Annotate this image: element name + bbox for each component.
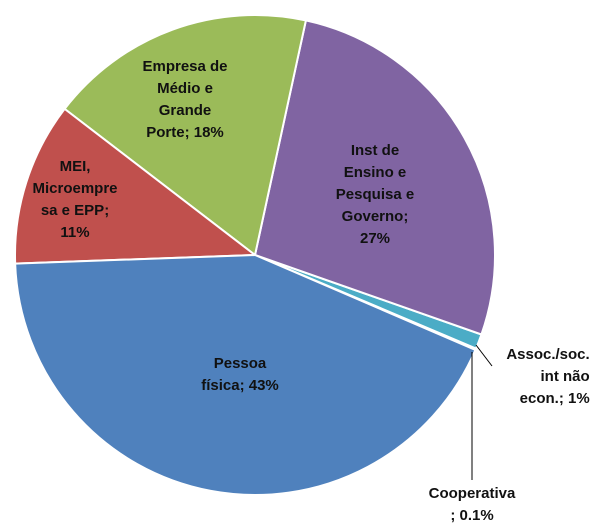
pie-slice [14, 107, 258, 265]
slice-label: Assoc./soc. int não econ.; 1% [506, 346, 590, 407]
pie-slice [63, 14, 308, 257]
slice-label: Empresa de Médio e Grande Porte; 18% [142, 58, 228, 141]
slice-label: Cooperativa ; 0.1% [428, 485, 516, 524]
slice-label: Inst de Ensino e Pesquisa e Governo; 27% [335, 142, 415, 247]
leader-line [475, 344, 493, 367]
slice-label: Pessoa física; 43% [201, 355, 279, 394]
pie-slice [14, 253, 477, 496]
slice-label: MEI, Microempre sa e EPP; 11% [32, 158, 118, 241]
pie-slice [253, 19, 496, 336]
